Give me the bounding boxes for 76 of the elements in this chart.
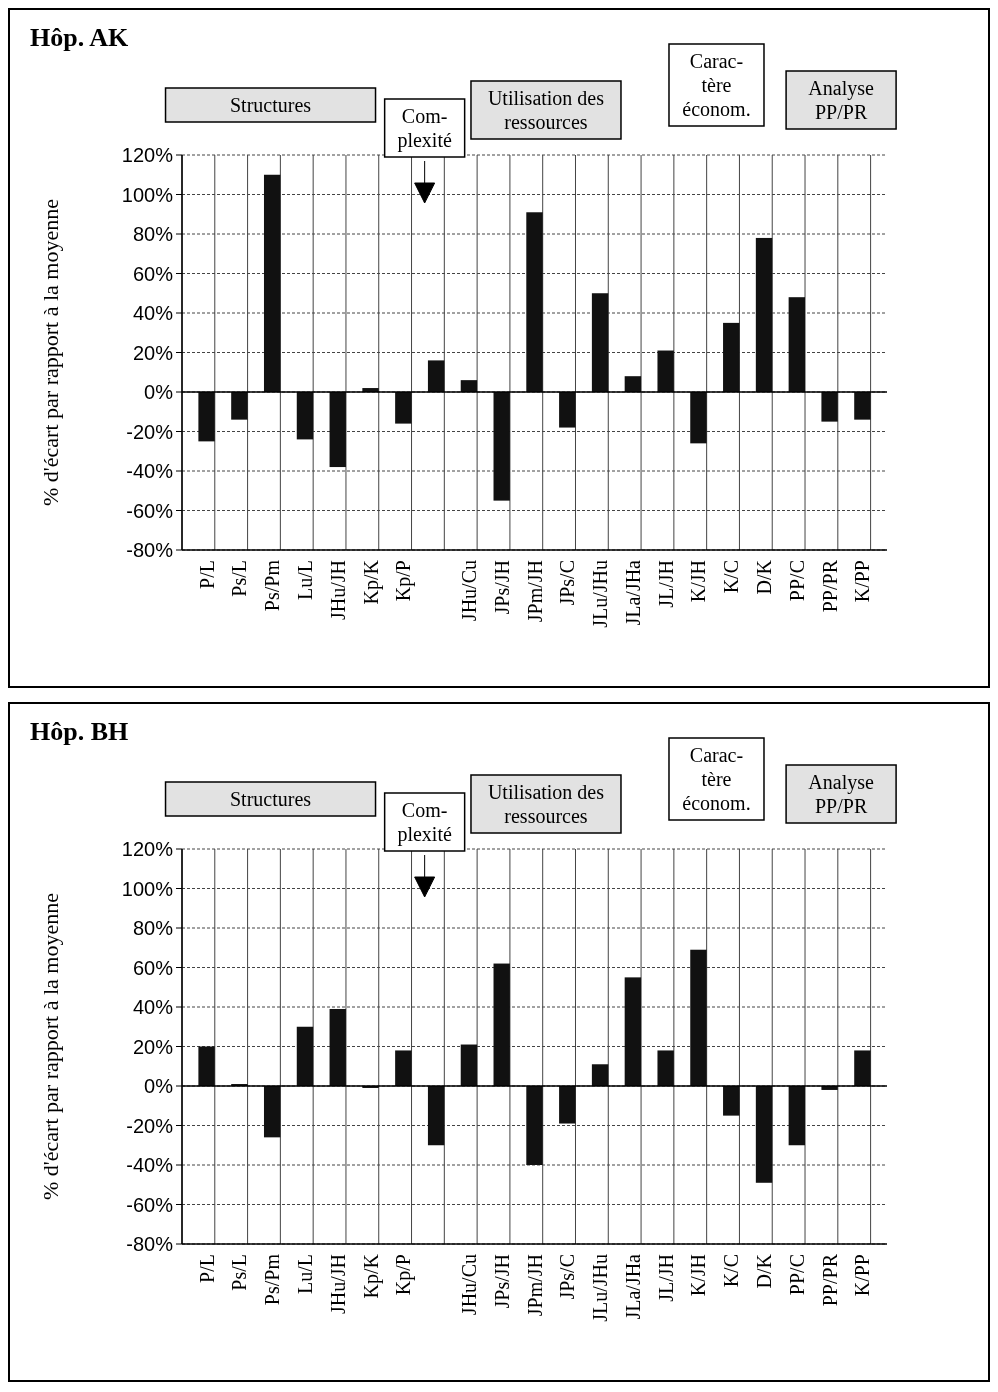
x-tick-label: PP/PR	[818, 1253, 841, 1307]
y-tick-label: 120%	[121, 838, 174, 860]
x-tick-label: Ps/L	[228, 560, 251, 597]
x-tick-label: JL/JH	[654, 1254, 677, 1302]
text: Structures	[229, 788, 312, 810]
y-tick-label: 60%	[132, 262, 174, 285]
y-axis-title: % d'écart par rapport à la moyenne	[38, 893, 63, 1200]
y-tick-label: 80%	[132, 917, 174, 939]
x-tick-label: JPs/JH	[490, 1254, 513, 1309]
x-tick-label: P/L	[195, 1254, 218, 1283]
x-tick-label: D/K	[753, 559, 776, 595]
x-tick-label: D/K	[753, 1253, 776, 1289]
y-tick-label: 100%	[121, 183, 174, 206]
y-tick-label: 80%	[132, 223, 174, 245]
y-tick-label: -80%	[126, 1233, 174, 1255]
y-tick-label: 60%	[132, 956, 174, 979]
text: Analyse PP/PR	[808, 77, 874, 123]
chart-title: Hôp. BH	[30, 717, 129, 746]
y-tick-label: -40%	[126, 460, 174, 482]
y-tick-label: -20%	[126, 420, 174, 443]
text: Com-plexité	[397, 105, 452, 152]
y-tick-label: 40%	[132, 302, 174, 324]
x-tick-label: Ps/Pm	[261, 1253, 284, 1306]
x-tick-label: JHu/JH	[326, 560, 349, 621]
x-tick-label: Kp/P	[392, 1254, 416, 1296]
y-tick-label: 20%	[132, 1035, 174, 1058]
y-tick-label: -60%	[126, 499, 174, 522]
text: Analyse PP/PR	[808, 771, 874, 817]
x-tick-label: Ps/L	[228, 1254, 251, 1291]
y-tick-label: -80%	[126, 539, 174, 561]
y-tick-label: -60%	[126, 1193, 174, 1216]
x-tick-label: Lu/L	[293, 1254, 316, 1294]
x-tick-label: JLa/JHa	[621, 1253, 644, 1320]
y-axis-title: % d'écart par rapport à la moyenne	[38, 199, 63, 506]
x-tick-label: Ps/Pm	[261, 559, 284, 612]
x-tick-label: JLu/JHu	[589, 1254, 612, 1322]
x-tick-label: K/JH	[687, 560, 710, 603]
x-tick-label: JLu/JHu	[589, 560, 612, 628]
y-tick-label: -40%	[126, 1154, 174, 1176]
x-tick-label: JPs/JH	[490, 560, 513, 615]
y-tick-label: -20%	[126, 1114, 174, 1137]
text: Utilisation des ressources	[487, 781, 605, 827]
text: Com-plexité	[397, 799, 452, 846]
x-tick-label: JPs/C	[556, 560, 579, 606]
y-tick-label: 0%	[144, 1075, 174, 1097]
x-tick-label: Kp/K	[359, 1253, 383, 1299]
chart-title: Hôp. AK	[30, 23, 130, 52]
x-tick-label: JPm/JH	[523, 1254, 546, 1317]
x-tick-label: PP/C	[785, 560, 808, 602]
text: Utilisation des ressources	[487, 87, 605, 133]
x-tick-label: Lu/L	[293, 560, 316, 600]
y-tick-label: 120%	[121, 144, 174, 166]
x-tick-label: K/PP	[851, 1254, 874, 1297]
text: Carac-tère économ.	[682, 744, 751, 814]
y-tick-label: 20%	[132, 341, 174, 364]
x-tick-label: JPm/JH	[523, 560, 546, 623]
x-tick-label: K/JH	[687, 1254, 710, 1297]
x-tick-label: JPs/C	[556, 1254, 579, 1300]
x-tick-label: JHu/JH	[326, 1254, 349, 1315]
x-tick-label: JHu/Cu	[457, 1254, 480, 1316]
x-tick-label: JHu/Cu	[457, 560, 480, 622]
x-tick-label: P/L	[195, 560, 218, 589]
x-tick-label: Kp/P	[392, 560, 416, 602]
y-tick-label: 100%	[121, 877, 174, 900]
x-tick-label: PP/PR	[818, 559, 841, 613]
y-tick-label: 0%	[144, 381, 174, 403]
x-tick-label: PP/C	[785, 1254, 808, 1296]
text: Structures	[229, 94, 312, 116]
x-tick-label: K/C	[720, 560, 743, 594]
x-tick-label: JL/JH	[654, 560, 677, 608]
x-tick-label: JLa/JHa	[621, 559, 644, 626]
x-tick-label: K/PP	[851, 560, 874, 603]
text: Carac-tère économ.	[682, 50, 751, 120]
x-tick-label: Kp/K	[359, 559, 383, 605]
y-tick-label: 40%	[132, 996, 174, 1018]
x-tick-label: K/C	[720, 1254, 743, 1288]
